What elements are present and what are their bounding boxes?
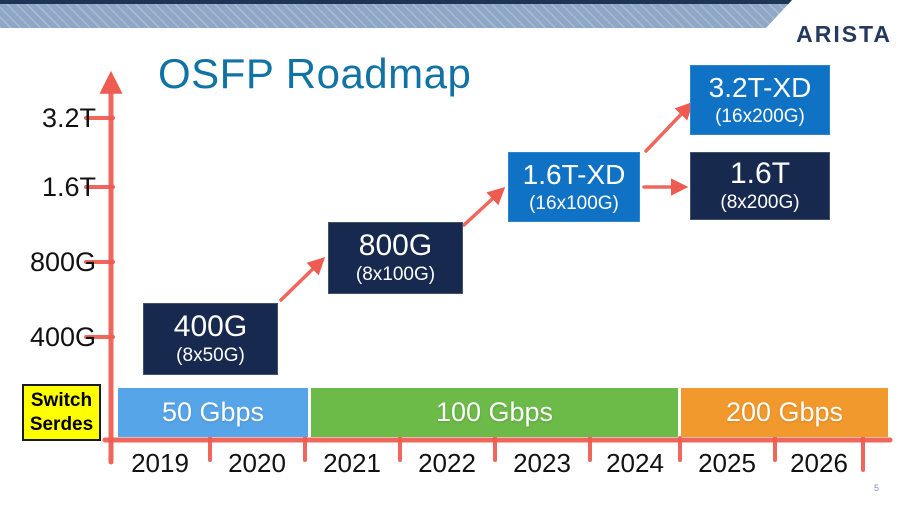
serdes-segment-100gbps: 100 Gbps: [311, 388, 678, 437]
switch-serdes-label: Switch Serdes: [22, 384, 101, 441]
x-axis-year-2026: 2026: [790, 448, 848, 478]
milestone-sublabel: (8x200G): [720, 192, 800, 213]
milestone-label: 1.6T: [729, 157, 791, 190]
milestone-box-1-6t-xd: 1.6T-XD (16x100G): [508, 152, 640, 222]
x-axis-year-2024: 2024: [606, 448, 664, 478]
x-axis-year-2023: 2023: [513, 448, 571, 478]
milestone-label: 400G: [173, 310, 248, 343]
y-axis-label-800g: 800G: [29, 247, 96, 277]
milestone-sublabel: (8x100G): [355, 264, 436, 285]
x-axis-year-2020: 2020: [228, 448, 286, 478]
serdes-segment-200gbps: 200 Gbps: [681, 388, 888, 437]
milestone-box-3-2t-xd: 3.2T-XD (16x200G): [690, 65, 830, 135]
arista-logo: ARISTA: [796, 21, 892, 47]
switch-serdes-line1: Switch: [30, 389, 93, 411]
milestone-sublabel: (16x100G): [529, 193, 619, 214]
serdes-segment-label: 100 Gbps: [435, 397, 554, 427]
serdes-segment-label: 50 Gbps: [161, 397, 265, 427]
milestone-sublabel: (8x50G): [176, 345, 245, 366]
milestone-box-400g: 400G (8x50G): [143, 303, 278, 375]
x-axis-year-2022: 2022: [418, 448, 476, 478]
milestone-label: 800G: [358, 229, 433, 262]
y-axis-label-400g: 400G: [29, 322, 96, 352]
y-axis-label-3-2t: 3.2T: [41, 103, 96, 133]
arrow-800g-to-16txd: [462, 187, 506, 227]
x-axis-year-2019: 2019: [131, 448, 189, 478]
serdes-segment-label: 200 Gbps: [725, 397, 844, 427]
milestone-box-800g: 800G (8x100G): [328, 222, 463, 294]
serdes-segment-50gbps: 50 Gbps: [118, 388, 308, 437]
x-axis-year-2021: 2021: [323, 448, 381, 478]
switch-serdes-line2: Serdes: [29, 413, 94, 435]
milestone-label: 1.6T-XD: [522, 159, 626, 190]
milestone-box-1-6t: 1.6T (8x200G): [690, 152, 830, 220]
milestone-label: 3.2T-XD: [708, 72, 812, 103]
page-title: OSFP Roadmap: [158, 50, 472, 97]
milestone-sublabel: (16x200G): [715, 106, 805, 127]
arrow-400g-to-800g: [279, 256, 326, 302]
top-banner-stripe: [0, 0, 792, 28]
y-axis-label-1-6t: 1.6T: [41, 172, 96, 202]
arrow-16txd-to-32txd: [644, 101, 694, 153]
page-number: 5: [874, 483, 880, 493]
x-axis-year-2025: 2025: [698, 448, 756, 478]
